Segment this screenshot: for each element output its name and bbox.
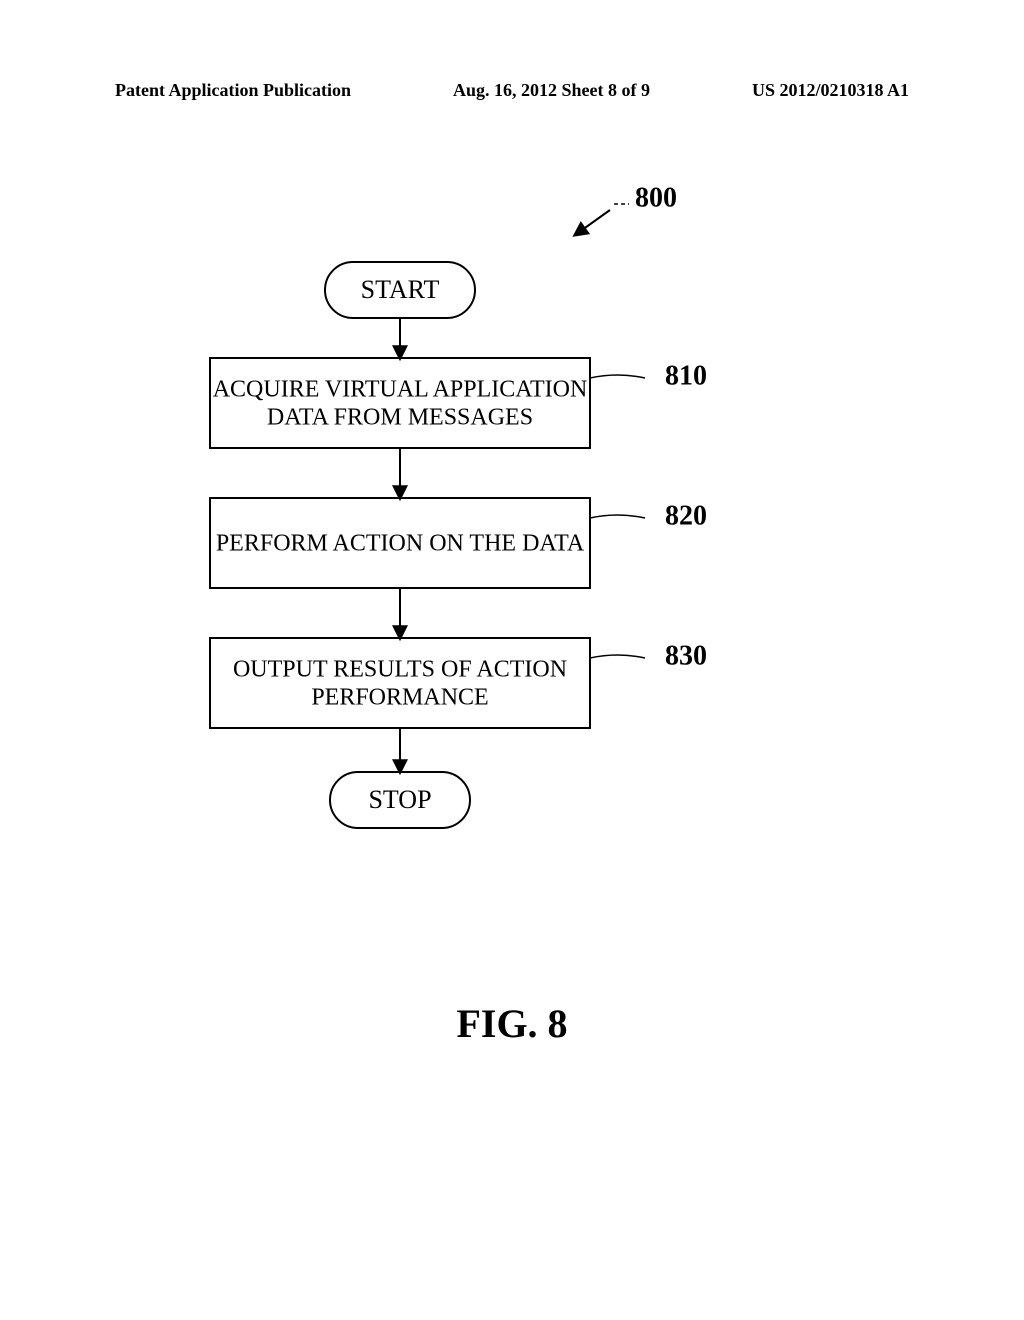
n810-ref-leader — [590, 375, 645, 378]
n810-ref-label: 810 — [665, 360, 707, 391]
n830-ref-leader — [590, 655, 645, 658]
figure-ref-arrow — [575, 210, 610, 235]
n820-text-0: PERFORM ACTION ON THE DATA — [216, 531, 585, 557]
n830-text-0: OUTPUT RESULTS OF ACTION — [233, 657, 567, 683]
header-left: Patent Application Publication — [115, 80, 351, 101]
start-label: START — [361, 275, 440, 304]
n830-ref-label: 830 — [665, 640, 707, 671]
page-header: Patent Application Publication Aug. 16, … — [115, 80, 909, 101]
n830-text-1: PERFORMANCE — [311, 685, 488, 711]
n820-ref-label: 820 — [665, 500, 707, 531]
n820-ref-leader — [590, 515, 645, 518]
figure-caption-text: FIG. 8 — [456, 1001, 567, 1046]
header-right: US 2012/0210318 A1 — [752, 80, 909, 101]
stop-label: STOP — [368, 785, 431, 814]
flowchart-diagram: START ACQUIRE VIRTUAL APPLICATIONDATA FRO… — [0, 160, 1024, 1060]
n810-text-1: DATA FROM MESSAGES — [267, 405, 533, 431]
n810-text-0: ACQUIRE VIRTUAL APPLICATION — [213, 377, 588, 403]
n810-node — [210, 358, 590, 448]
n830-node — [210, 638, 590, 728]
header-center: Aug. 16, 2012 Sheet 8 of 9 — [453, 80, 650, 101]
figure-caption: FIG. 8 — [0, 1000, 1024, 1047]
figure-ref-label: 800 — [635, 182, 677, 213]
flowchart-svg: START ACQUIRE VIRTUAL APPLICATIONDATA FRO… — [0, 160, 1024, 1060]
